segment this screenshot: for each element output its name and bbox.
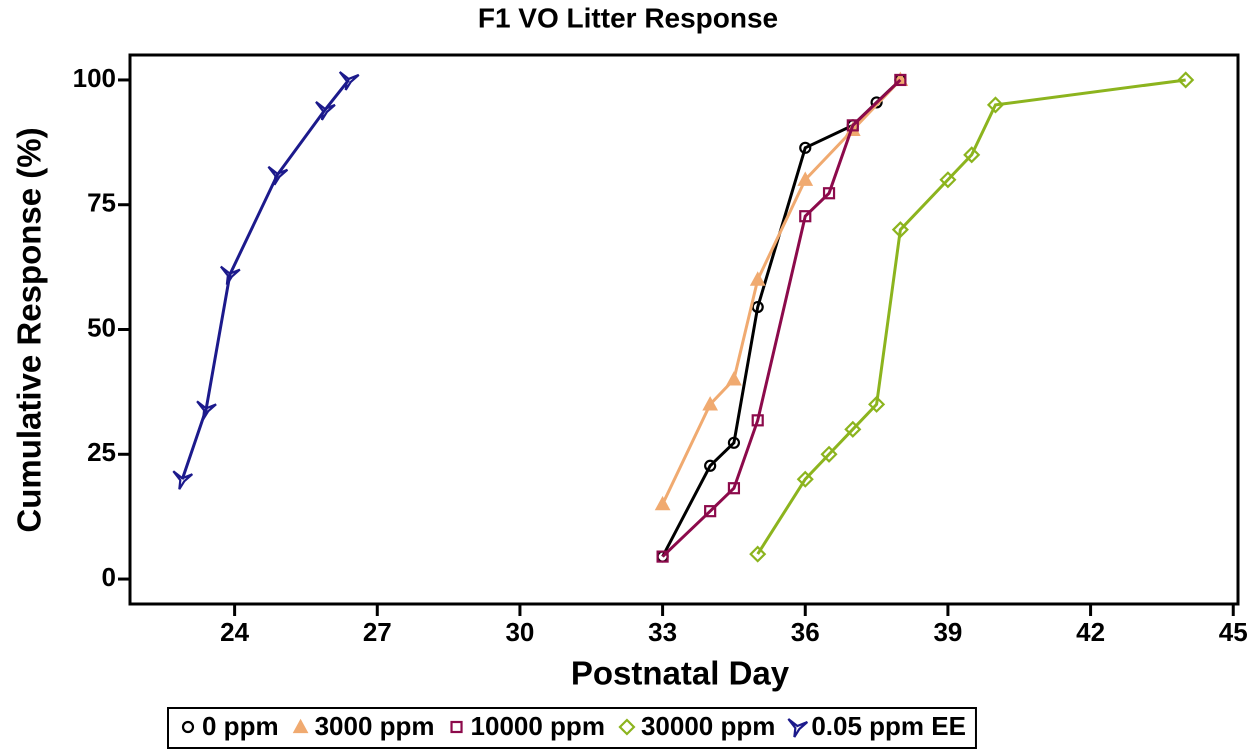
marker: [796, 470, 814, 488]
x-tick-label: 33: [648, 617, 677, 647]
y-tick-label: 75: [87, 188, 116, 218]
x-tick-label: 39: [933, 617, 962, 647]
marker: [1177, 71, 1195, 89]
legend-label: 0 ppm: [202, 711, 279, 741]
marker: [219, 265, 241, 286]
marker: [986, 96, 1005, 114]
marker: [656, 550, 669, 563]
marker: [315, 101, 336, 121]
marker: [618, 718, 636, 736]
legend-label: 3000 ppm: [315, 711, 435, 741]
marker: [654, 495, 671, 511]
marker: [822, 187, 836, 200]
marker: [799, 210, 812, 223]
marker: [267, 165, 289, 186]
marker: [846, 119, 859, 132]
marker: [749, 271, 766, 286]
marker: [939, 171, 957, 189]
marker: [894, 73, 907, 87]
marker: [172, 470, 194, 490]
marker: [727, 482, 741, 495]
marker: [727, 436, 741, 449]
marker: [292, 718, 309, 734]
marker: [820, 445, 838, 463]
marker: [450, 720, 463, 734]
legend-label: 0.05 ppm EE: [811, 711, 966, 741]
marker: [704, 505, 717, 518]
marker: [844, 420, 862, 438]
series-line: [180, 79, 350, 480]
marker: [749, 545, 767, 563]
marker: [338, 71, 360, 91]
marker: [868, 395, 886, 413]
x-tick-label: 27: [363, 617, 392, 647]
marker: [726, 371, 742, 386]
series-line: [661, 78, 902, 558]
marker: [196, 400, 217, 420]
marker: [797, 171, 814, 186]
y-tick-label: 100: [73, 63, 116, 93]
legend-label: 10000 ppm: [471, 711, 605, 741]
plot-frame: [128, 53, 1240, 606]
legend-label: 30000 ppm: [641, 711, 775, 741]
x-axis-label: Postnatal Day: [571, 655, 790, 692]
marker: [870, 96, 883, 109]
chart-title: F1 VO Litter Response: [478, 2, 778, 33]
marker: [704, 459, 717, 472]
marker: [963, 146, 981, 164]
x-tick-label: 45: [1219, 617, 1248, 647]
marker: [751, 414, 764, 427]
marker: [891, 221, 909, 239]
x-tick-label: 42: [1076, 617, 1105, 647]
y-tick-label: 0: [102, 562, 116, 592]
marker: [787, 718, 809, 738]
marker: [181, 720, 195, 734]
series-line: [661, 78, 902, 505]
series-line: [756, 78, 1186, 555]
y-axis-label: Cumulative Response (%): [11, 127, 48, 532]
y-tick-label: 25: [87, 437, 116, 467]
x-tick-label: 24: [220, 617, 249, 647]
x-tick-label: 36: [791, 617, 820, 647]
legend-box: [167, 707, 977, 749]
marker: [799, 141, 812, 154]
x-tick-label: 30: [505, 617, 534, 647]
marker: [702, 396, 719, 411]
y-tick-label: 50: [87, 312, 116, 342]
